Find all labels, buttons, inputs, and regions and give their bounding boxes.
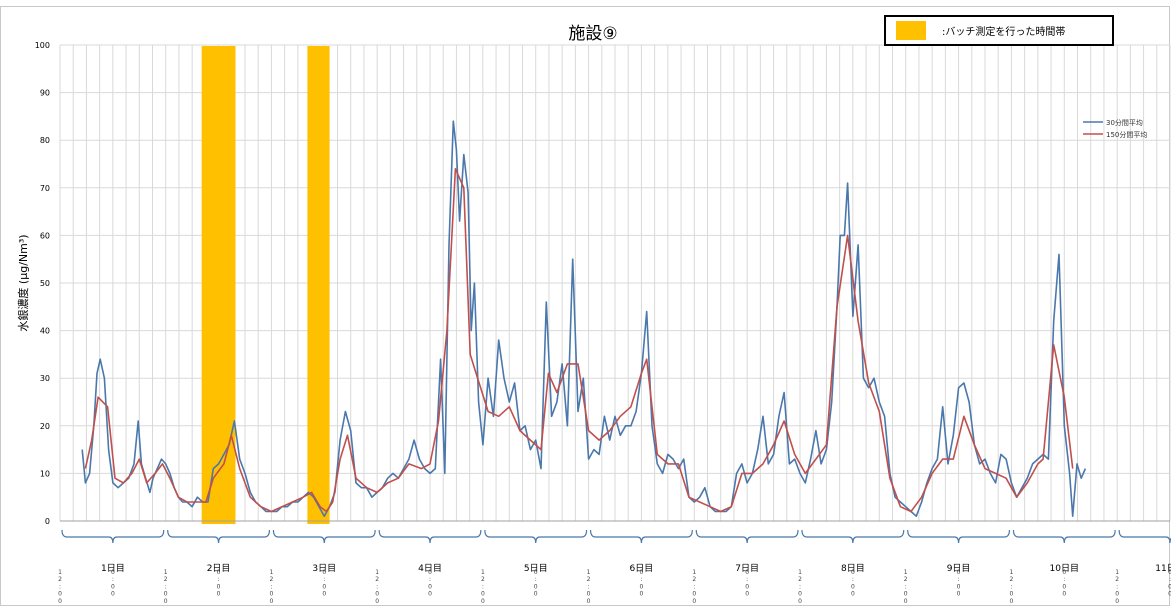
batch-period-bar: [201, 46, 236, 524]
legend-label: 150分間平均: [1106, 130, 1147, 139]
y-tick-label: 80: [40, 136, 50, 145]
day-label: 3日目: [312, 563, 336, 574]
day-brace: [801, 529, 905, 544]
day-brace: [167, 529, 271, 544]
batch-legend-swatch: [896, 21, 926, 40]
day-label: 4日目: [418, 563, 442, 574]
y-tick-label: 10: [40, 469, 50, 478]
day-label: 11日目: [1155, 563, 1171, 574]
y-tick-label: 60: [40, 231, 50, 240]
y-tick-label: 40: [40, 327, 50, 336]
y-tick-label: 0: [45, 517, 50, 526]
batch-period-bar: [307, 46, 330, 524]
y-tick-label: 20: [40, 422, 50, 431]
day-brace: [484, 529, 588, 544]
y-axis-ticks: 0 10 20 30 40 50 60 70 80 90 100: [35, 41, 50, 526]
day-brace: [378, 529, 482, 544]
day-brace: [907, 529, 1011, 544]
y-tick-label: 70: [40, 184, 50, 193]
y-tick-label: 50: [40, 279, 50, 288]
day-label: 2日目: [207, 563, 231, 574]
day-label: 9日目: [947, 563, 971, 574]
day-brace: [695, 529, 799, 544]
series-legend: 30分間平均 150分間平均: [1083, 118, 1147, 139]
day-label: 1日目: [101, 563, 125, 574]
day-label: 6日目: [630, 563, 654, 574]
series-line-150min: [84, 168, 1074, 513]
day-brace: [272, 529, 376, 544]
time-tick-labels: 1 2:0 0 0:0 0 1 2:0 0 0:0 0 1 2:0 0 0:0 0 1 2:0 0 0:0 0 1 2:0…: [58, 569, 1171, 605]
day-labels: 1日目 2日目 3日目 4日目 5日目 6日目 7日目 8日目 9日目 10日目 11日目: [101, 563, 1171, 574]
chart-frame: [0, 6, 1170, 606]
day-label: 8日目: [841, 563, 865, 574]
day-brace: [589, 529, 693, 544]
horizontal-grid: [60, 44, 1170, 522]
batch-legend: :バッチ測定を行った時間帯: [884, 15, 1114, 46]
legend-label: 30分間平均: [1106, 118, 1143, 127]
day-brace: [1118, 529, 1171, 544]
day-braces: [61, 529, 1171, 544]
day-brace: [1012, 529, 1116, 544]
y-tick-label: 30: [40, 374, 50, 383]
day-brace: [61, 529, 165, 544]
chart-title: 施設⑨: [568, 24, 617, 44]
y-axis-label: 水銀濃度 (μg/Nm³): [16, 234, 30, 331]
batch-periods: [201, 46, 330, 524]
batch-legend-label: :バッチ測定を行った時間帯: [942, 25, 1065, 38]
day-label: 5日目: [524, 563, 548, 574]
y-tick-label: 100: [35, 41, 50, 50]
day-label: 10日目: [1050, 563, 1079, 574]
y-tick-label: 90: [40, 89, 50, 98]
series-lines: [81, 120, 1087, 518]
day-label: 7日目: [735, 563, 759, 574]
